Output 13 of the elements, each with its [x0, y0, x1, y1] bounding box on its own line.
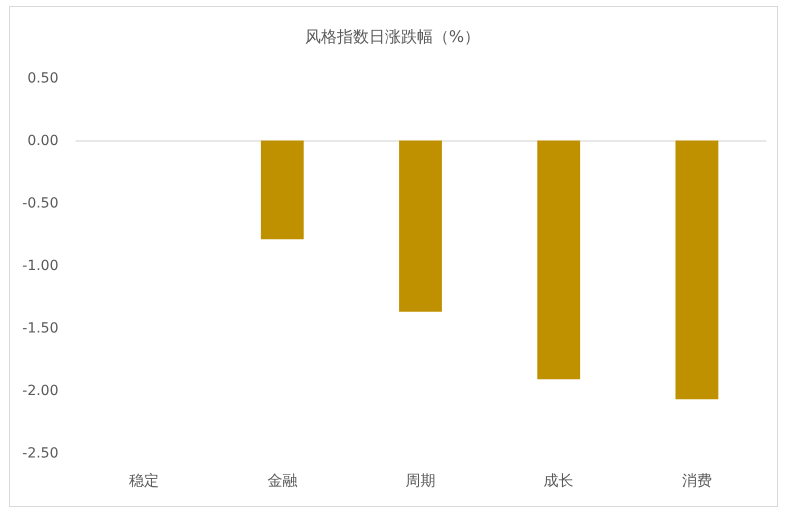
- y-tick-label: -2.50: [22, 446, 58, 462]
- y-tick-label: -2.00: [22, 383, 58, 399]
- x-tick-label: 金融: [267, 472, 298, 490]
- y-tick-label: 0.50: [27, 70, 58, 86]
- y-tick-label: 0.00: [27, 133, 58, 149]
- x-tick-label: 成长: [544, 472, 574, 490]
- x-tick-label: 周期: [406, 472, 436, 490]
- chart-title: 风格指数日涨跌幅（%）: [304, 27, 480, 46]
- x-tick-label: 消费: [682, 472, 712, 490]
- y-tick-label: -0.50: [22, 196, 58, 212]
- y-tick-label: -1.00: [22, 258, 58, 274]
- y-tick-label: -1.50: [22, 320, 58, 336]
- x-tick-label: 稳定: [129, 472, 160, 490]
